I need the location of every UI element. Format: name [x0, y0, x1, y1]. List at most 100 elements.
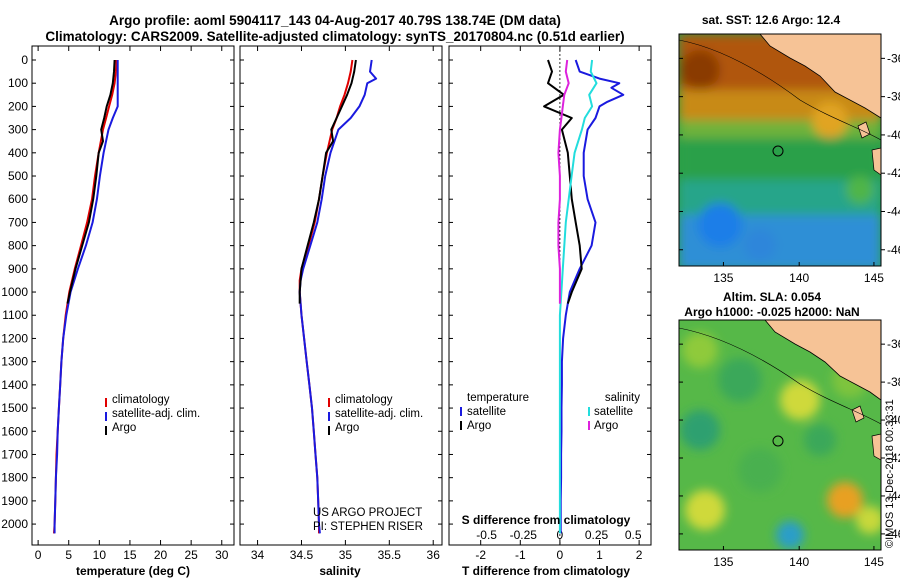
- depth-tick-label: 1300: [1, 355, 28, 369]
- x-tick-label: 1: [596, 548, 603, 562]
- series-line-s-satellite: [558, 59, 598, 534]
- temperature-panel-frame: [31, 45, 235, 546]
- top-x-tick-label: 0.25: [585, 528, 609, 542]
- map-y-tick-label: -36: [887, 51, 900, 65]
- top-x-tick-label: -0.25: [510, 528, 538, 542]
- series-line-t-argo: [543, 59, 583, 304]
- map-bottom-title-2: Argo h1000: -0.025 h2000: NaN: [684, 305, 859, 319]
- map-y-tick-label: -44: [887, 204, 900, 218]
- x-tick-label: 35.5: [378, 548, 402, 562]
- map-y-tick-label: -46: [887, 243, 900, 257]
- depth-tick-label: 1600: [1, 424, 28, 438]
- depth-tick-label: 1000: [1, 285, 28, 299]
- difference-plot: -2 -1 0 1 2-0.5 -0.25 0 0.25 0.5: [475, 46, 643, 562]
- temperature-xlabel: temperature (deg C): [76, 564, 190, 578]
- depth-tick-label: 300: [8, 123, 28, 137]
- legend-heading-temperature: temperature: [467, 392, 529, 404]
- difference-xlabel: T difference from climatology: [462, 564, 630, 578]
- depth-tick-label: 200: [8, 99, 28, 113]
- depth-tick-label: 1500: [1, 401, 28, 415]
- salinity-plot: 34 34.5 35 35.5 36: [251, 46, 440, 562]
- map-x-tick-label: 135: [713, 555, 733, 569]
- salinity-legend: climatology satellite-adj. clim. Argo: [328, 394, 423, 435]
- x-tick-label: 2: [636, 548, 643, 562]
- depth-tick-label: 1400: [1, 378, 28, 392]
- x-tick-label: 5: [65, 548, 72, 562]
- x-tick-label: 0: [557, 548, 564, 562]
- legend-label-t-satellite: satellite: [467, 406, 506, 418]
- sla-map: [679, 320, 881, 550]
- x-tick-label: -2: [475, 548, 486, 562]
- top-x-tick-label: -0.5: [476, 528, 497, 542]
- x-tick-label: 30: [215, 548, 229, 562]
- series-line-argo: [298, 59, 357, 304]
- map-y-tick-label: -42: [887, 166, 900, 180]
- depth-tick-label: 1200: [1, 331, 28, 345]
- map-y-tick-label: -44: [887, 489, 900, 503]
- salinity-panel-frame: [239, 45, 443, 546]
- map-bottom-title-1: Altim. SLA: 0.054: [723, 290, 821, 304]
- x-tick-label: 35: [339, 548, 353, 562]
- series-line-climatology: [53, 59, 118, 534]
- legend-label-climatology: climatology: [112, 394, 170, 406]
- map-x-tick-label: 145: [864, 271, 884, 285]
- map-bottom-axes: -36 -38 -40 -42 -44 -46 135 140 145: [679, 337, 900, 569]
- depth-tick-label: 400: [8, 146, 28, 160]
- map-y-tick-label: -40: [887, 128, 900, 142]
- difference-top-xlabel: S difference from climatology: [462, 513, 631, 527]
- map-y-tick-label: -46: [887, 527, 900, 541]
- depth-tick-label: 500: [8, 169, 28, 183]
- map-x-tick-label: 145: [864, 555, 884, 569]
- series-line-t-satellite: [559, 59, 625, 534]
- top-x-tick-label: 0.5: [625, 528, 642, 542]
- title-line-2: Climatology: CARS2009. Satellite-adjuste…: [45, 29, 624, 44]
- x-tick-label: 36: [427, 548, 441, 562]
- map-y-tick-label: -42: [887, 451, 900, 465]
- depth-tick-label: 700: [8, 215, 28, 229]
- depth-tick-label: 800: [8, 239, 28, 253]
- series-line-satellite-adj-clim-: [298, 59, 378, 534]
- argo-position-marker: [772, 145, 784, 157]
- x-tick-label: 34.5: [290, 548, 314, 562]
- depth-tick-label: 1900: [1, 494, 28, 508]
- legend-label-s-satellite: satellite: [594, 406, 633, 418]
- series-line-s-argo: [557, 59, 570, 304]
- legend-label-t-argo: Argo: [467, 420, 491, 432]
- legend-label-climatology: climatology: [335, 394, 393, 406]
- x-tick-label: 25: [184, 548, 198, 562]
- legend-label-satellite: satellite-adj. clim.: [112, 408, 200, 420]
- depth-axis: 0 100 200 300 400 500 600 700 800 900 1000 1100 1200…: [1, 53, 651, 531]
- depth-tick-label: 2000: [1, 517, 28, 531]
- legend-label-s-argo: Argo: [594, 420, 618, 432]
- x-tick-label: -1: [515, 548, 526, 562]
- difference-legend: temperature satellite Argo salinity sate…: [460, 392, 640, 432]
- map-y-tick-label: -36: [887, 337, 900, 351]
- argo-position-marker: [772, 435, 784, 447]
- difference-panel-frame: [448, 45, 652, 546]
- depth-tick-label: 600: [8, 192, 28, 206]
- map-y-tick-label: -38: [887, 375, 900, 389]
- map-x-tick-label: 140: [789, 271, 809, 285]
- depth-tick-label: 100: [8, 76, 28, 90]
- map-x-tick-label: 135: [713, 271, 733, 285]
- legend-label-argo: Argo: [112, 422, 136, 434]
- title-line-1: Argo profile: aoml 5904117_143 04-Aug-20…: [109, 13, 561, 28]
- map-top-title: sat. SST: 12.6 Argo: 12.4: [702, 13, 841, 27]
- x-tick-label: 0: [35, 548, 42, 562]
- x-tick-label: 10: [93, 548, 107, 562]
- x-tick-label: 20: [154, 548, 168, 562]
- legend-label-satellite: satellite-adj. clim.: [335, 408, 423, 420]
- map-y-tick-label: -40: [887, 413, 900, 427]
- salinity-xlabel: salinity: [319, 564, 361, 578]
- series-line-argo: [66, 59, 116, 304]
- legend-heading-salinity: salinity: [605, 392, 640, 404]
- map-top-axes: -36 -38 -40 -42 -44 -46 135 140 145: [679, 51, 900, 285]
- depth-tick-label: 0: [21, 53, 28, 67]
- legend-label-argo: Argo: [335, 422, 359, 434]
- imos-watermark: ©IMOS 13-Dec-2018 00:33:31: [884, 399, 896, 548]
- map-y-tick-label: -38: [887, 90, 900, 104]
- sst-map: [679, 34, 881, 266]
- series-line-climatology: [298, 59, 354, 534]
- depth-tick-label: 1800: [1, 471, 28, 485]
